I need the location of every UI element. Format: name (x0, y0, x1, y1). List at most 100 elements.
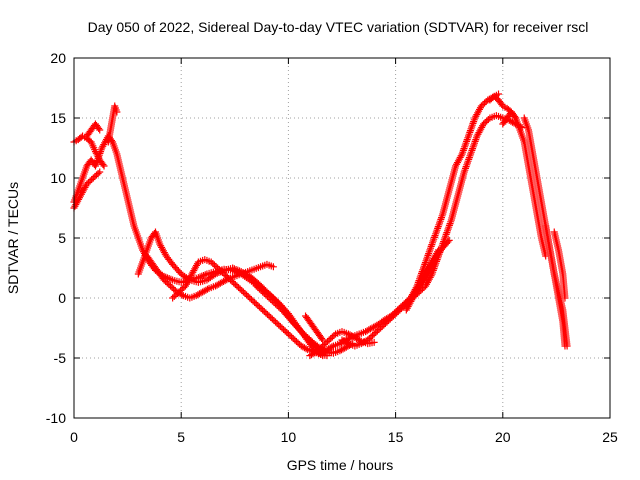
data-point (392, 308, 400, 315)
data-point (370, 338, 378, 346)
data-point (292, 338, 300, 345)
data-point (434, 248, 442, 256)
data-point (225, 275, 233, 282)
data-point (382, 317, 390, 324)
data-point (365, 335, 373, 342)
data-point (198, 272, 206, 280)
data-point (267, 296, 275, 303)
data-point (247, 296, 255, 303)
data-point (239, 288, 247, 296)
data-point (370, 330, 378, 338)
series-arc-19 (542, 222, 571, 350)
data-point (477, 102, 485, 110)
data-point (397, 303, 405, 311)
data-point (387, 312, 395, 320)
data-point (325, 336, 333, 344)
data-point (238, 287, 246, 294)
data-point (166, 282, 174, 290)
data-point (299, 329, 307, 337)
data-point (427, 272, 435, 280)
data-point (283, 329, 291, 336)
data-point (230, 265, 238, 273)
data-point (254, 284, 262, 291)
data-points (70, 90, 571, 360)
y-tick-label: 20 (50, 50, 66, 66)
data-point (275, 303, 283, 311)
data-point (223, 273, 231, 281)
series-arc-8 (169, 256, 331, 360)
data-point (214, 264, 222, 272)
x-axis-ticks: 0 5 10 15 20 25 (70, 58, 618, 445)
data-point (88, 176, 96, 183)
data-point (483, 117, 491, 125)
data-point (246, 294, 254, 302)
y-tick-label: -10 (46, 410, 66, 426)
data-point (265, 294, 273, 302)
data-point (304, 334, 312, 342)
series-arc-12 (317, 90, 503, 356)
x-tick-label: 15 (388, 429, 404, 445)
data-point (322, 339, 330, 347)
data-point (215, 266, 223, 273)
series-arc-10 (302, 312, 327, 344)
data-point (484, 116, 492, 123)
data-point (262, 291, 270, 299)
data-point (229, 264, 237, 272)
data-point (343, 339, 351, 347)
data-point (394, 306, 402, 314)
data-point (324, 338, 332, 345)
data-point (244, 293, 252, 300)
series-arc-4 (83, 120, 104, 140)
data-point (228, 278, 236, 285)
series-arc-17 (499, 108, 550, 260)
plot-frame (73, 57, 611, 419)
data-point (320, 341, 328, 348)
data-point (381, 318, 389, 326)
data-point (254, 302, 262, 309)
data-point (218, 269, 226, 276)
data-point (210, 261, 218, 269)
data-point (99, 161, 107, 168)
data-point (276, 323, 284, 330)
data-point (389, 311, 397, 318)
data-point (235, 284, 243, 291)
data-point (307, 337, 315, 345)
data-point (373, 327, 381, 335)
data-point (399, 302, 407, 309)
data-point (91, 173, 99, 180)
data-point (286, 332, 294, 339)
data-point (93, 171, 101, 179)
data-point (297, 328, 305, 336)
x-tick-label: 20 (495, 429, 511, 445)
data-point (328, 343, 336, 351)
data-point (445, 236, 453, 244)
data-point (84, 179, 92, 186)
data-point (257, 305, 265, 312)
data-point (369, 332, 377, 339)
data-point (380, 321, 388, 329)
data-point (384, 315, 392, 323)
data-point (372, 329, 380, 336)
data-point (319, 336, 327, 344)
data-point (481, 99, 489, 107)
data-point (265, 312, 273, 320)
data-point (270, 299, 278, 306)
data-point (241, 290, 249, 297)
data-point (272, 318, 280, 326)
data-point (270, 317, 278, 324)
data-point (302, 345, 310, 353)
data-point (457, 152, 465, 160)
data-point (263, 311, 271, 318)
data-point (268, 315, 276, 323)
data-point (327, 335, 335, 342)
data-point (172, 291, 180, 299)
data-point (203, 285, 211, 293)
data-point (272, 300, 280, 308)
data-point (275, 321, 283, 329)
data-point (300, 331, 308, 339)
data-point (249, 297, 257, 305)
data-point (209, 260, 217, 267)
data-point (252, 282, 260, 290)
chart-title: Day 050 of 2022, Sidereal Day-to-day VTE… (88, 19, 589, 35)
